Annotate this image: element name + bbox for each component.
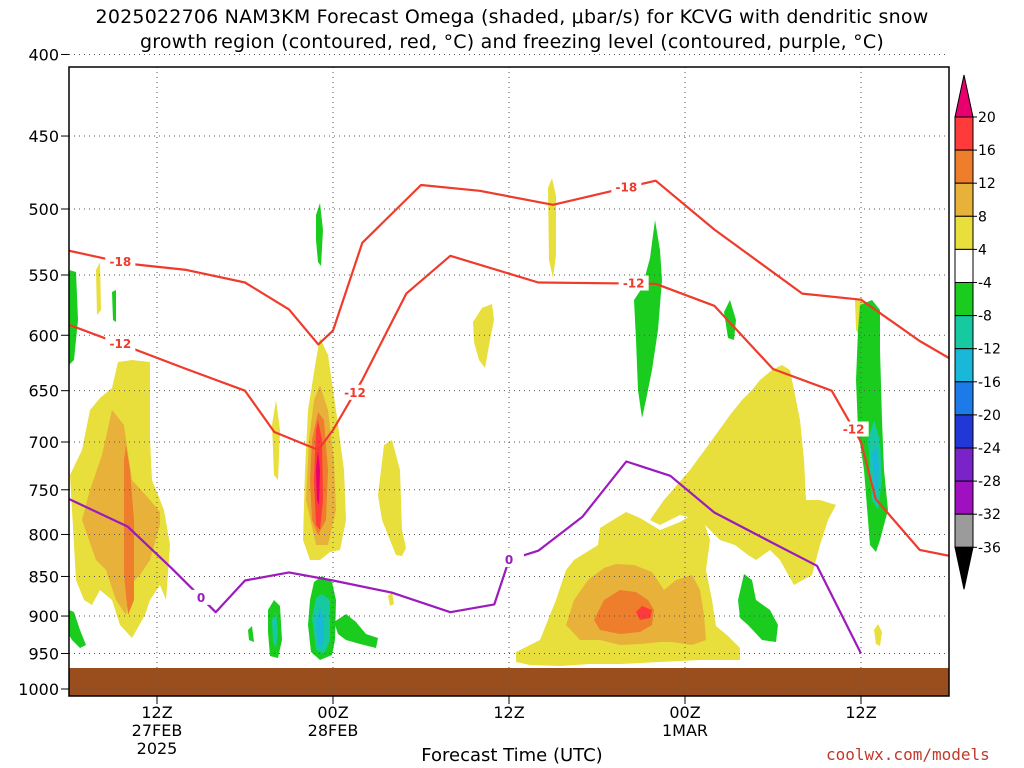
colorbar-label: -24: [978, 441, 1001, 457]
y-axis: 2503003504004505005506006507007508008509…: [18, 45, 69, 699]
ascent-area-a: [70, 262, 280, 638]
x-tick-label: 00Z: [669, 703, 700, 722]
colorbar-cell: [954, 348, 974, 383]
contour-line--12: [69, 254, 949, 557]
source-credit: coolwx.com/models: [826, 745, 990, 764]
colorbar-label: 16: [978, 143, 996, 159]
colorbar-cell: [954, 381, 974, 416]
y-tick-label: 850: [28, 567, 59, 586]
contour-label-bg: [105, 253, 136, 269]
x-tick-label: 12Z: [493, 703, 524, 722]
y-tick-label: 700: [28, 433, 59, 452]
colorbar-label: -4: [978, 276, 992, 292]
contour-label: -12: [109, 337, 131, 351]
contour-lines: [69, 179, 949, 654]
x-tick-label: 00Z: [317, 703, 348, 722]
colorbar-label: -12: [978, 342, 1001, 358]
colorbar-cell: [954, 513, 974, 548]
contour-label-bg: [618, 275, 649, 291]
colorbar-cell: [954, 315, 974, 350]
y-tick-label: 1000: [18, 680, 59, 699]
descent-area-a: [69, 203, 378, 660]
chart-title-line-2: growth region (contoured, red, °C) and f…: [140, 31, 884, 53]
colorbar-label: -28: [978, 474, 1001, 490]
contour-label: -12: [843, 423, 865, 437]
contour-label: 0: [505, 553, 513, 567]
contour-label-bg: [838, 421, 869, 437]
y-tick-label: 800: [28, 525, 59, 544]
y-tick-label: 550: [28, 266, 59, 285]
contour-labels: -18 -18 -12 -12 -12 -12 0 0: [105, 179, 869, 605]
colorbar-cell: [954, 546, 974, 590]
x-tick-label: 2025: [137, 739, 178, 758]
y-tick-label: 500: [28, 200, 59, 219]
colorbar-cell: [954, 414, 974, 449]
contour-label: -18: [109, 255, 131, 269]
y-tick-label: 600: [28, 326, 59, 345]
contour-label: 0: [197, 591, 205, 605]
colorbar-label: -36: [978, 540, 1001, 556]
colorbar-label: 12: [978, 176, 996, 192]
descent-area-c: [634, 220, 662, 418]
y-tick-label: 650: [28, 382, 59, 401]
gridlines: [69, 53, 949, 696]
colorbar-cell: [954, 480, 974, 515]
colorbar-cell: [954, 116, 974, 151]
contour-label-bg: [340, 384, 370, 400]
colorbar-cell: [954, 149, 974, 184]
contour-label-bg: [494, 551, 524, 567]
ascent-area-b: [303, 338, 406, 606]
contour-label: -12: [344, 386, 366, 400]
colorbar-label: -32: [978, 507, 1001, 523]
colorbar-label: -20: [978, 408, 1001, 424]
contour-label-bg: [105, 335, 136, 351]
y-tick-label: 400: [28, 45, 59, 64]
y-tick-label: 900: [28, 607, 59, 626]
colorbar-label: 4: [978, 242, 987, 258]
x-tick-label: 28FEB: [308, 721, 359, 740]
colorbar-label: 8: [978, 209, 987, 225]
y-tick-label: 950: [28, 644, 59, 663]
colorbar-cell: [954, 182, 974, 217]
contour-line-0: [69, 460, 862, 654]
colorbar: 20 16 12 8 4 -4 -8 -12 -16 -20 -24 -28 -32 -36: [954, 74, 1001, 590]
colorbar-label: -8: [978, 309, 992, 325]
contour-label-bg: [611, 179, 642, 195]
colorbar-label: -16: [978, 375, 1001, 391]
omega-shading: [69, 178, 949, 696]
contour-label: -18: [615, 181, 637, 195]
chart-title-line-1: 2025022706 NAM3KM Forecast Omega (shaded…: [95, 6, 929, 28]
contour-label-bg: [186, 589, 216, 605]
y-tick-label: 750: [28, 481, 59, 500]
x-tick-label: 1MAR: [662, 721, 708, 740]
x-tick-label: 12Z: [141, 703, 172, 722]
x-tick-label: 12Z: [845, 703, 876, 722]
colorbar-cell: [954, 248, 974, 283]
y-tick-label: 450: [28, 127, 59, 146]
colorbar-cell: [954, 282, 974, 317]
colorbar-cell: [954, 74, 974, 118]
ascent-area-c: [473, 178, 882, 666]
contour-line--18: [69, 179, 949, 359]
descent-area-b: [724, 300, 888, 642]
colorbar-cell: [954, 215, 974, 250]
x-axis-title: Forecast Time (UTC): [421, 745, 603, 766]
colorbar-label: 20: [978, 110, 996, 126]
contour-label: -12: [623, 277, 645, 291]
colorbar-cell: [954, 447, 974, 482]
x-tick-label: 27FEB: [132, 721, 183, 740]
